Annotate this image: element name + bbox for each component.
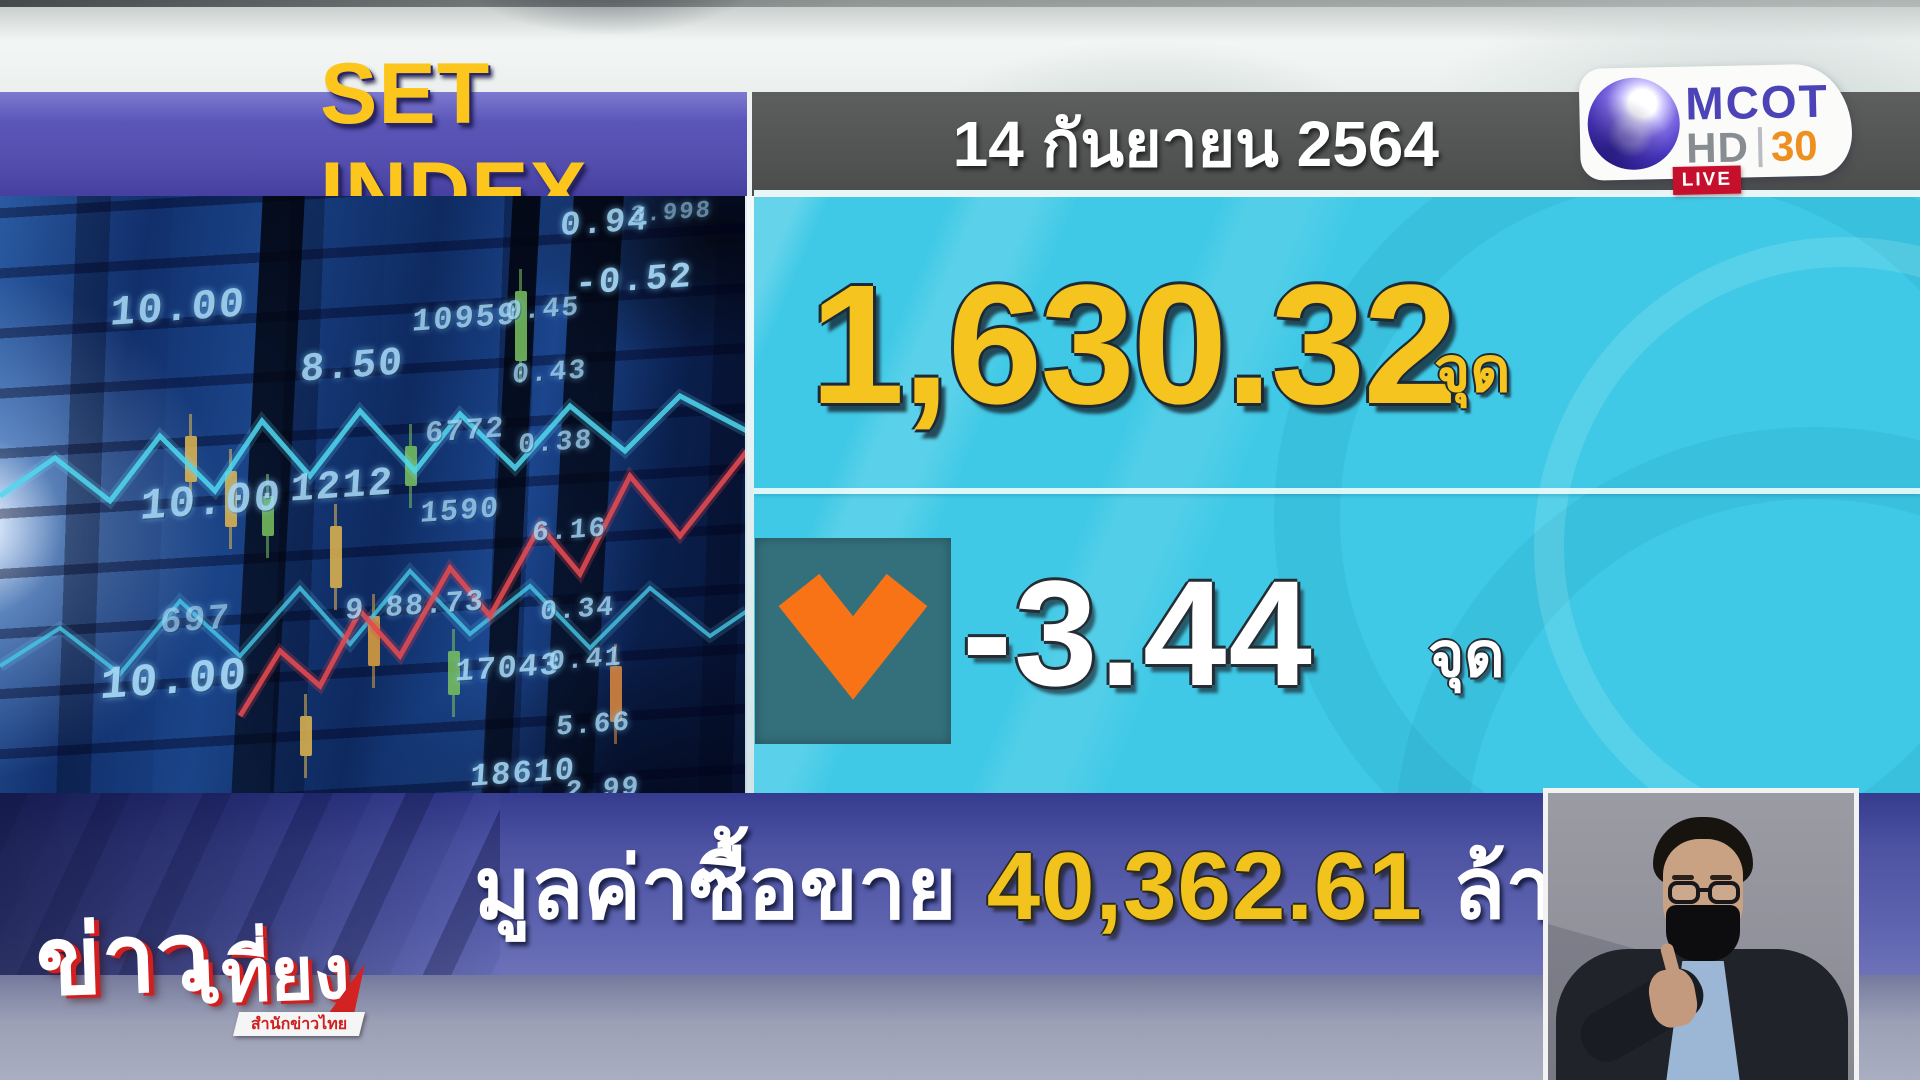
channel-logo: MCOT HD 30 LIVE — [1578, 63, 1858, 209]
board-number: 17043 — [453, 646, 563, 691]
index-panel: 1,630.32 จุด -3.44 จุด — [754, 190, 1920, 793]
top-edge-shadow — [0, 0, 1920, 7]
glasses-icon — [1708, 881, 1740, 904]
board-number: 0.34 — [538, 592, 617, 629]
news-logo-part1: ข่าว — [34, 903, 212, 1016]
live-badge: LIVE — [1672, 165, 1742, 195]
channel-divider — [1757, 127, 1763, 168]
index-change-value: -3.44 — [962, 549, 1314, 717]
board-number: 9 88.73 — [343, 584, 487, 630]
down-arrow-icon — [778, 573, 928, 700]
date-text: 14 กันยายน 2564 — [952, 108, 1439, 180]
board-number: 10.00 — [108, 280, 248, 338]
board-number: 1590 — [418, 492, 502, 532]
board-number: -0.52 — [573, 255, 695, 306]
index-value-unit: จุด — [1434, 336, 1511, 405]
interpreter-face-mask — [1666, 905, 1740, 961]
board-number: 0.38 — [516, 425, 595, 462]
panel-separator-line — [754, 488, 1920, 494]
board-numbers-layer: 0.94 -0.52 10.00 8.50 10959 0.45 0.43 1212 6772 0… — [0, 196, 747, 796]
interpreter-eyebrow — [1672, 875, 1694, 880]
board-number: 697 — [158, 597, 233, 644]
board-number: 18610 — [468, 751, 578, 796]
chart-lines-graphic — [0, 388, 747, 719]
candlestick — [610, 644, 622, 744]
news-agency-banner: สำนักข่าวไทย — [233, 1012, 365, 1036]
change-direction-box — [755, 538, 951, 744]
program-title-bar: SET INDEX — [0, 46, 747, 241]
board-number: 5.66 — [554, 707, 633, 744]
news-agency-name: สำนักข่าวไทย — [250, 1015, 348, 1033]
channel-number: 30 — [1770, 121, 1819, 170]
trading-value-amount: 40,362.61 — [986, 833, 1423, 940]
board-number: 10.00 — [138, 472, 284, 534]
candlestick — [448, 629, 460, 717]
board-number: 10.00 — [98, 649, 250, 713]
sign-language-interpreter-box — [1543, 788, 1859, 1080]
candlestick — [330, 504, 342, 610]
glasses-icon — [1668, 881, 1700, 904]
index-change-unit: จุด — [1428, 621, 1505, 690]
ticker-left-streaks — [0, 793, 500, 975]
board-number: 0.45 — [503, 292, 582, 329]
vertical-divider — [745, 196, 754, 793]
news-program-logo: ข่าว เที่ยง สำนักข่าวไทย — [28, 903, 408, 1077]
board-number: 6.16 — [530, 513, 609, 550]
index-value: 1,630.32 — [810, 250, 1458, 440]
news-logo-part2: เที่ยง — [194, 930, 351, 1019]
candlestick — [300, 694, 312, 778]
candlestick — [262, 474, 274, 558]
board-number: 8.50 — [298, 341, 406, 394]
board-number: 0.41 — [546, 642, 625, 679]
board-number: 6772 — [423, 412, 507, 452]
board-number: 0.43 — [510, 355, 589, 392]
stock-market-photo: 0.94 -0.52 10.00 8.50 10959 0.45 0.43 1212 6772 0… — [0, 196, 747, 796]
trading-value-label: มูลค่าซื้อขาย — [474, 840, 957, 937]
interpreter-video — [1548, 793, 1854, 1080]
board-number: 3.998 — [629, 197, 713, 230]
channel-sub-row: HD 30 — [1686, 122, 1818, 173]
candlestick — [225, 449, 237, 549]
candlestick — [515, 269, 527, 383]
interpreter-eyebrow — [1710, 875, 1732, 880]
board-number: 10959 — [410, 296, 520, 341]
glasses-bridge — [1698, 888, 1710, 892]
board-number: 1212 — [288, 461, 396, 514]
